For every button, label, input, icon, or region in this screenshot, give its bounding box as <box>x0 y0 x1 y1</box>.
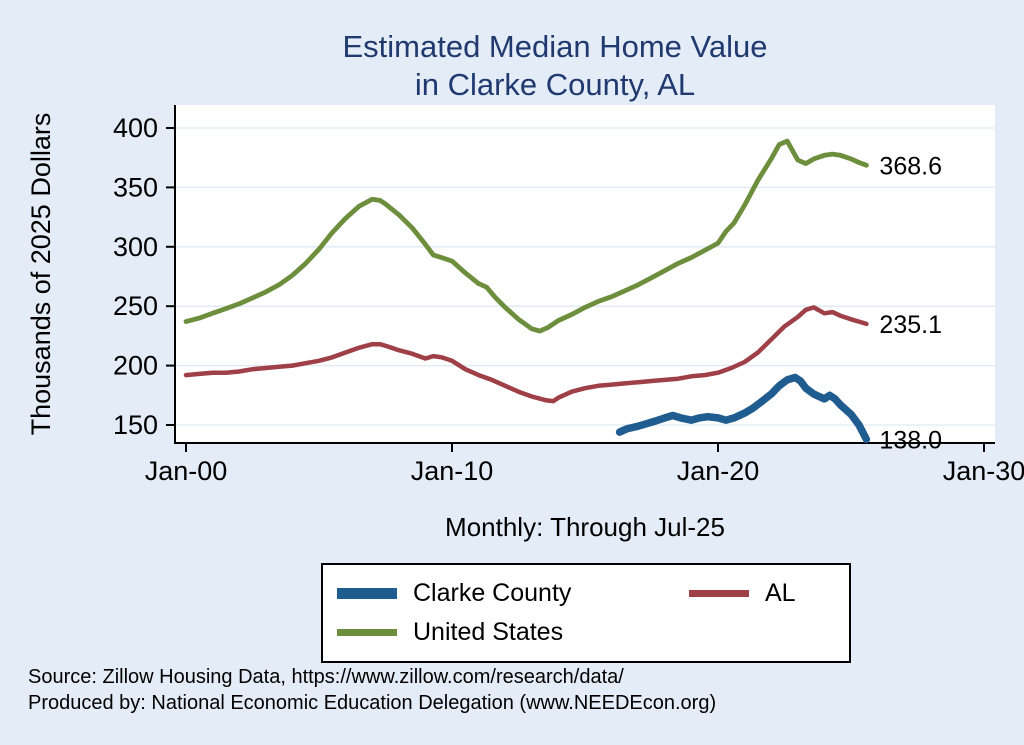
chart-title: Estimated Median Home Value in Clarke Co… <box>115 28 995 104</box>
y-tick-label: 150 <box>113 410 158 440</box>
legend-item-al: AL <box>689 579 839 608</box>
x-tick-label: Jan-20 <box>677 456 760 486</box>
source-line1: Source: Zillow Housing Data, https://www… <box>28 666 624 688</box>
x-tick-label: Jan-30 <box>943 456 1024 486</box>
clarke-county-line-swatch <box>337 588 397 599</box>
clarke-county-line <box>615 373 871 444</box>
plot-background <box>175 105 995 443</box>
x-axis-subtitle: Monthly: Through Jul-25 <box>445 512 725 542</box>
united-states-line <box>183 138 869 334</box>
legend: Clarke County AL United States <box>321 563 851 663</box>
united-states-end-label: 368.6 <box>879 152 942 180</box>
clarke-county-end-label: 138.0 <box>879 426 942 454</box>
legend-item-united-states: United States <box>337 618 689 647</box>
y-tick-label: 200 <box>113 351 158 381</box>
al-line-swatch <box>689 590 749 597</box>
source-note: Source: Zillow Housing Data, https://www… <box>28 664 716 716</box>
chart-title-line2: in Clarke County, AL <box>414 66 696 102</box>
legend-label-united-states: United States <box>413 618 564 646</box>
chart-title-line1: Estimated Median Home Value <box>342 29 768 64</box>
al-end-label: 235.1 <box>879 311 942 339</box>
y-tick-label: 250 <box>113 291 158 321</box>
x-tick-label: Jan-10 <box>411 456 494 486</box>
legend-label-al: AL <box>765 579 796 607</box>
x-tick-label: Jan-00 <box>145 456 228 486</box>
source-line2: Produced by: National Economic Education… <box>28 692 717 714</box>
y-tick-label: 400 <box>113 113 158 143</box>
y-tick-label: 350 <box>113 172 158 202</box>
y-tick-label: 300 <box>113 232 158 262</box>
legend-item-clarke-county: Clarke County <box>337 579 689 608</box>
legend-label-clarke-county: Clarke County <box>413 579 572 607</box>
united-states-line-swatch <box>337 629 397 636</box>
al-line <box>183 305 869 404</box>
